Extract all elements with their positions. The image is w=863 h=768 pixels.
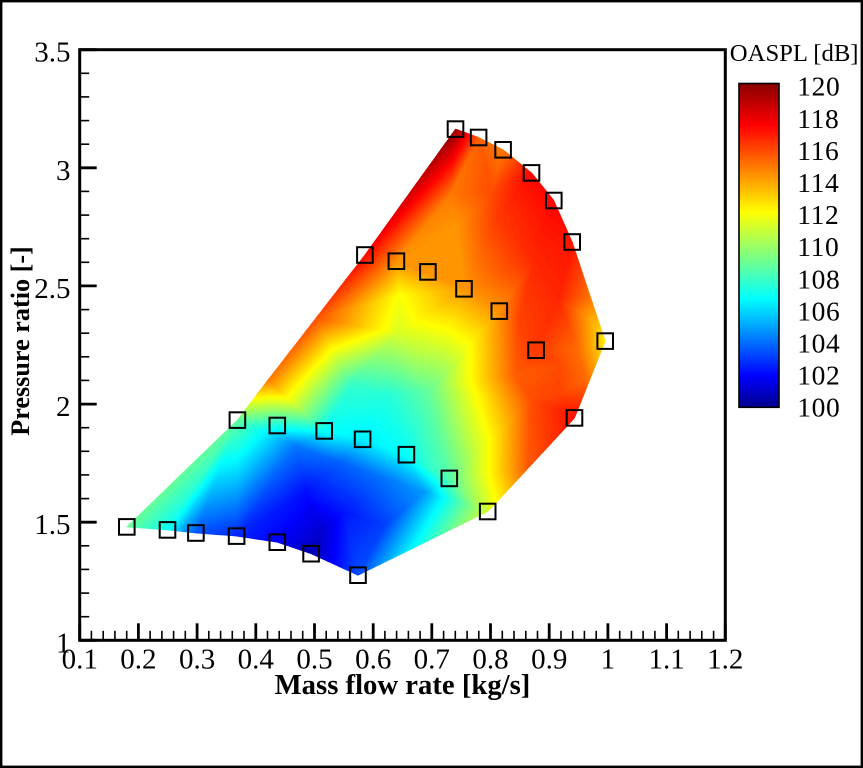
- svg-text:1: 1: [56, 627, 71, 659]
- svg-text:0.4: 0.4: [238, 644, 275, 676]
- svg-text:0.6: 0.6: [355, 644, 391, 676]
- svg-text:1: 1: [601, 644, 616, 676]
- svg-text:116: 116: [797, 135, 839, 166]
- svg-text:112: 112: [797, 199, 839, 230]
- svg-text:108: 108: [797, 263, 840, 294]
- svg-text:2: 2: [56, 391, 71, 423]
- svg-text:100: 100: [797, 392, 840, 423]
- svg-text:3: 3: [56, 155, 71, 187]
- svg-text:120: 120: [797, 71, 840, 102]
- svg-text:110: 110: [797, 231, 839, 262]
- svg-text:1.1: 1.1: [648, 644, 684, 676]
- svg-text:0.1: 0.1: [62, 644, 98, 676]
- svg-text:0.3: 0.3: [179, 644, 215, 676]
- svg-text:0.7: 0.7: [414, 644, 450, 676]
- svg-text:104: 104: [797, 328, 840, 359]
- svg-text:102: 102: [797, 360, 840, 391]
- svg-text:114: 114: [797, 167, 839, 198]
- svg-text:3.5: 3.5: [34, 37, 70, 69]
- svg-text:0.5: 0.5: [296, 644, 332, 676]
- svg-text:0.9: 0.9: [531, 644, 567, 676]
- svg-text:Mass flow rate [kg/s]: Mass flow rate [kg/s]: [275, 669, 531, 701]
- svg-text:1.2: 1.2: [707, 644, 743, 676]
- svg-text:2.5: 2.5: [34, 273, 70, 305]
- svg-text:106: 106: [797, 295, 840, 326]
- svg-text:118: 118: [797, 103, 839, 134]
- svg-text:OASPL [dB]: OASPL [dB]: [730, 40, 859, 67]
- svg-text:0.8: 0.8: [472, 644, 508, 676]
- svg-text:0.2: 0.2: [120, 644, 156, 676]
- svg-text:Pressure ratio [-]: Pressure ratio [-]: [6, 246, 35, 436]
- svg-text:1.5: 1.5: [34, 509, 70, 541]
